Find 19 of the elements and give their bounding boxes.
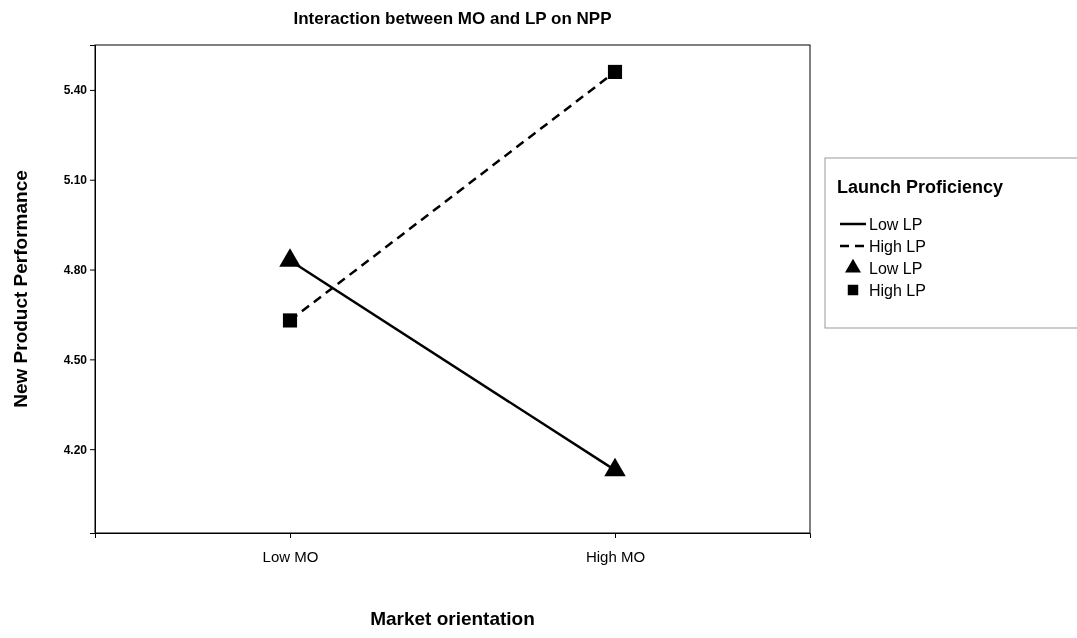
point	[282, 313, 298, 328]
legend-label: High LP	[869, 282, 926, 299]
point	[604, 457, 626, 477]
y-tick-label: 4.50	[63, 352, 88, 367]
x-tick-label: High MO	[585, 548, 646, 565]
y-tick-label: 5.10	[63, 173, 88, 188]
chart-title: Interaction between MO and LP on NPP	[293, 9, 612, 28]
x-axis-title: Market orientation	[370, 608, 535, 629]
y-tick-label: 5.40	[63, 83, 88, 98]
legend-label: Low LP	[869, 216, 923, 233]
legend-title: Launch Proficiency	[837, 177, 1004, 197]
point	[607, 64, 623, 80]
y-tick-label: 4.20	[63, 442, 88, 457]
point	[279, 248, 301, 267]
legend-label: Low LP	[869, 260, 923, 277]
y-axis-title: New Product Performance	[10, 170, 31, 408]
x-tick-label: Low MO	[262, 548, 319, 565]
y-tick-label: 4.80	[63, 262, 88, 277]
legend-label: High LP	[869, 238, 926, 255]
